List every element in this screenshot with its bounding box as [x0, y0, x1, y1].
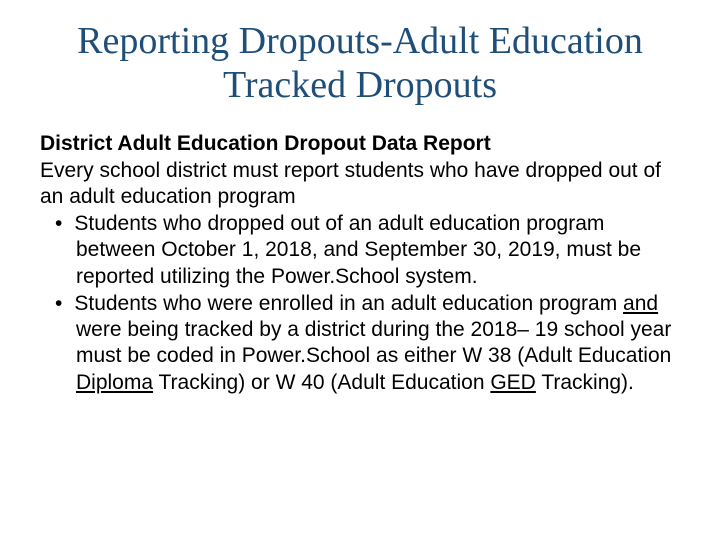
bullet-text: were being tracked by a district during … — [76, 318, 671, 367]
intro-text: Every school district must report studen… — [40, 158, 680, 211]
bullet-item: Students who dropped out of an adult edu… — [40, 211, 680, 290]
bullet-text: Tracking). — [536, 371, 634, 394]
bullet-item: Students who were enrolled in an adult e… — [40, 291, 680, 396]
body-content: District Adult Education Dropout Data Re… — [40, 131, 680, 396]
slide-title: Reporting Dropouts-Adult Education Track… — [40, 20, 680, 107]
underline-text: GED — [490, 371, 536, 394]
bullet-text: Students who dropped out of an adult edu… — [74, 212, 641, 288]
bullet-text: Tracking) or W 40 (Adult Education — [153, 371, 490, 394]
underline-text: Diploma — [76, 371, 153, 394]
bullet-text: Students who were enrolled in an adult e… — [74, 292, 623, 315]
bullet-list: Students who dropped out of an adult edu… — [40, 211, 680, 396]
underline-text: and — [623, 292, 658, 315]
subtitle: District Adult Education Dropout Data Re… — [40, 131, 680, 157]
